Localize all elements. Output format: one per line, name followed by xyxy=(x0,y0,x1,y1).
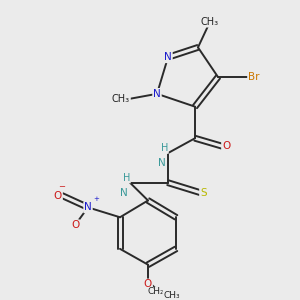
Text: O: O xyxy=(71,220,79,230)
Text: CH₃: CH₃ xyxy=(112,94,130,104)
Text: N: N xyxy=(84,202,92,212)
Text: O: O xyxy=(54,190,62,200)
Text: CH₃: CH₃ xyxy=(201,17,219,27)
Text: S: S xyxy=(200,188,207,198)
Text: N: N xyxy=(120,188,128,198)
Text: O: O xyxy=(144,279,152,290)
Text: N: N xyxy=(153,89,161,99)
Text: −: − xyxy=(58,183,65,192)
Text: CH₂: CH₂ xyxy=(148,287,165,296)
Text: +: + xyxy=(93,196,99,202)
Text: O: O xyxy=(222,141,230,151)
Text: CH₃: CH₃ xyxy=(163,291,180,300)
Text: N: N xyxy=(164,52,172,62)
Text: H: H xyxy=(123,173,130,183)
Text: Br: Br xyxy=(248,72,260,82)
Text: H: H xyxy=(160,143,168,153)
Text: N: N xyxy=(158,158,166,168)
